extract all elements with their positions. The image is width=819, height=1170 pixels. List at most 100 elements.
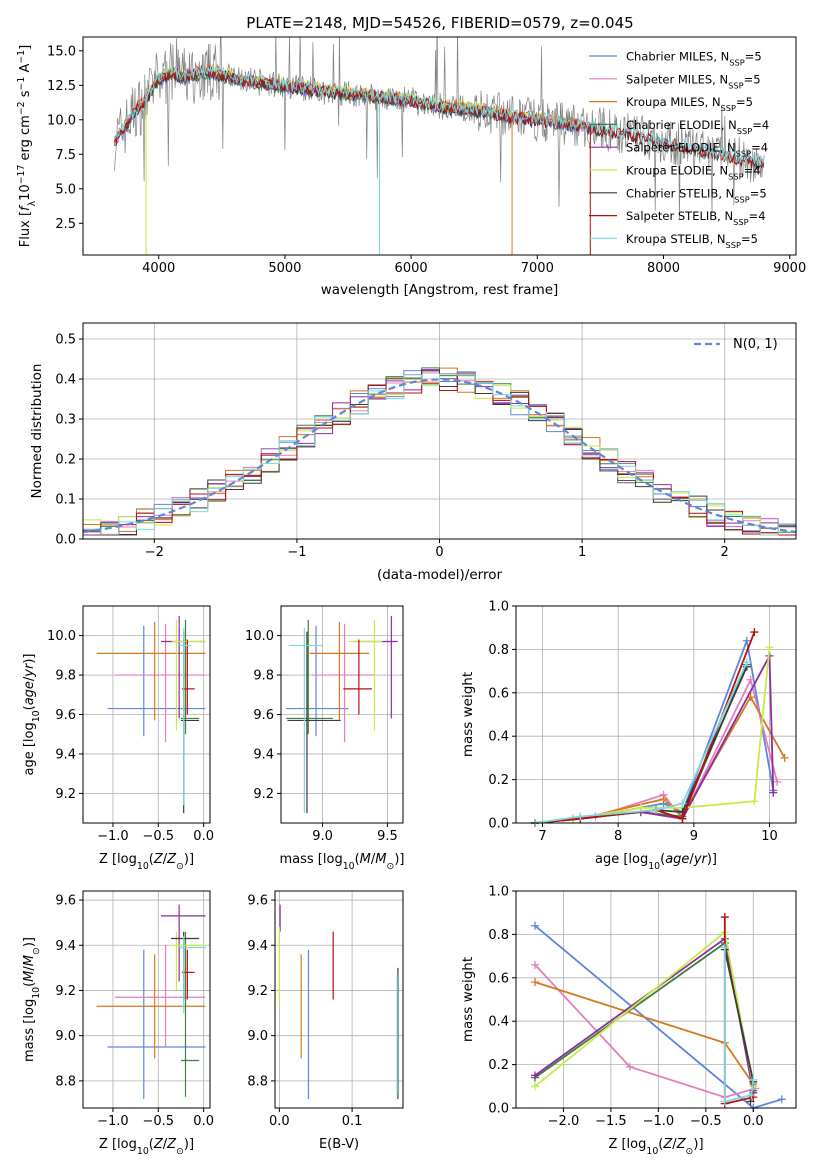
- y-tick-label: 0.6: [488, 686, 509, 701]
- y-tick-label: 8.8: [55, 1074, 76, 1089]
- weight-marker: [773, 777, 782, 786]
- weight-marker: [747, 1090, 756, 1099]
- y-tick-label: 0.8: [488, 643, 509, 658]
- model-spectrum-chabrier-stelib: [114, 67, 765, 170]
- x-tick-label: 5000: [268, 261, 301, 276]
- y-axis-label: Normed distribution: [29, 364, 45, 499]
- residuals-panel: −2 −1 0 1 2 0.0 0.1 0.2 0.3 0.4 0.5 (data-model)/er…: [29, 322, 797, 583]
- y-tick-label: 9.8: [253, 669, 274, 684]
- y-tick-label: 9.6: [253, 708, 274, 723]
- x-axis-label: E(B-V): [319, 1137, 359, 1152]
- legend-entry: N(0, 1): [733, 337, 778, 352]
- x-tick-label: 10: [761, 829, 778, 844]
- weight-marker: [530, 921, 539, 930]
- x-tick-label: −1.0: [643, 1114, 675, 1129]
- weight-marker: [746, 1097, 755, 1106]
- y-tick-label: 0.4: [488, 730, 509, 745]
- legend-entry: Kroupa ELODIE, NSSP=4: [626, 164, 761, 182]
- x-tick-label: −0.5: [143, 1114, 175, 1129]
- weight-vs-age-panel: 7 8 9 10 0.0 0.2 0.4 0.6 0.8 1.0 age [log10(age/yr…: [460, 600, 797, 872]
- x-tick-label: −1: [287, 545, 306, 560]
- y-tick-label: 10.0: [47, 629, 76, 644]
- y-axis-label: mass weight: [460, 672, 476, 757]
- weight-marker: [678, 814, 687, 823]
- x-tick-label: 9.0: [312, 829, 333, 844]
- weight-marker: [652, 805, 660, 814]
- figure-title: PLATE=2148, MJD=54526, FIBERID=0579, z=0…: [246, 14, 633, 32]
- x-tick-label: −2.0: [548, 1114, 580, 1129]
- weight-marker: [750, 628, 759, 637]
- points: [96, 615, 206, 814]
- plot-frame: [515, 605, 797, 824]
- y-tick-label: 9.4: [55, 747, 76, 762]
- age-vs-mass-panel: 9.0 9.5 9.2 9.4 9.6 9.8 10.0 mass [log10(M/M⊙)]: [245, 605, 405, 872]
- y-tick-label: 0.4: [488, 1015, 509, 1030]
- y-tick-label: 15.0: [47, 44, 76, 59]
- weight-marker: [750, 797, 759, 806]
- y-tick-label: 0.0: [488, 817, 509, 832]
- y-tick-label: 0.2: [488, 773, 509, 788]
- x-tick-label: 6000: [395, 261, 428, 276]
- y-tick-label: 9.4: [247, 939, 268, 954]
- weight-marker: [678, 799, 687, 808]
- weight-marker: [769, 788, 778, 797]
- y-tick-label: 9.0: [247, 1029, 268, 1044]
- x-axis-label: (data-model)/error: [377, 567, 503, 583]
- weight-vs-z-panel: −2.0 −1.5 −1.0 −0.5 0.0 0.0 0.2 0.4 0.6 0.8 1.0 Z […: [460, 885, 797, 1157]
- y-tick-label: 0.5: [55, 333, 76, 348]
- y-tick-label: 0.2: [55, 453, 76, 468]
- x-tick-label: 8: [614, 829, 622, 844]
- y-tick-label: 5.0: [55, 182, 76, 197]
- x-tick-label: 4000: [142, 261, 175, 276]
- plot-frame: [82, 36, 797, 256]
- y-tick-label: 7.5: [55, 148, 76, 163]
- weight-line-kroupa-stelib: [723, 947, 755, 1103]
- y-axis-label: mass weight: [460, 957, 476, 1042]
- x-axis-label: Z [log10(Z/Z⊙)]: [608, 1137, 703, 1157]
- y-tick-label: 0.1: [55, 493, 76, 508]
- y-tick-label: 9.0: [55, 1029, 76, 1044]
- histogram-kroupa-stelib: [83, 373, 796, 536]
- legend-entry: Kroupa STELIB, NSSP=5: [626, 232, 758, 250]
- x-tick-label: −0.5: [143, 829, 175, 844]
- spectrum-panel: 4000 5000 6000 7000 8000 9000 2.5 5.0 7.5 10.0 12.…: [16, 36, 806, 298]
- mass-vs-z-panel: −1.0 −0.5 0.0 8.8 9.0 9.2 9.4 9.6 Z [log10(Z/Z⊙)…: [22, 890, 214, 1157]
- points: [278, 904, 399, 1099]
- y-tick-label: 10.0: [47, 113, 76, 128]
- weight-marker: [530, 1082, 539, 1091]
- y-tick-label: 2.5: [55, 217, 76, 232]
- legend-entry: Kroupa MILES, NSSP=5: [626, 95, 753, 113]
- weight-marker: [777, 1095, 786, 1104]
- legend-entry: Chabrier ELODIE, NSSP=4: [626, 118, 769, 136]
- points: [96, 904, 207, 1099]
- y-tick-label: 9.2: [253, 787, 274, 802]
- y-tick-label: 9.6: [247, 894, 268, 909]
- y-tick-label: 9.4: [55, 939, 76, 954]
- gaussian-curve: [82, 378, 797, 534]
- y-tick-label: 1.0: [488, 600, 509, 615]
- points: [286, 615, 398, 814]
- weight-marker: [659, 795, 668, 804]
- y-axis-label: age [log10(age/yr)]: [22, 653, 42, 775]
- weight-marker: [576, 812, 585, 821]
- x-tick-label: −1.0: [97, 1114, 129, 1129]
- plot-frame: [515, 890, 797, 1109]
- spectrum-lines: [114, 37, 765, 255]
- y-tick-label: 9.8: [55, 669, 76, 684]
- weight-marker: [742, 636, 751, 645]
- y-tick-label: 0.3: [55, 413, 76, 428]
- y-tick-label: 9.2: [247, 984, 268, 999]
- x-tick-label: 9: [690, 829, 698, 844]
- weight-lines: [530, 628, 789, 827]
- y-axis-label: Flux [fλ10−17 erg cm−2 s−1 A−1]: [16, 45, 38, 247]
- x-tick-label: −2: [145, 545, 164, 560]
- weight-marker: [530, 1071, 539, 1080]
- y-tick-label: 0.6: [488, 971, 509, 986]
- y-tick-label: 1.0: [488, 885, 509, 900]
- y-axis-label: mass [log10(M/M⊙)]: [22, 937, 42, 1062]
- x-axis-label: Z [log10(Z/Z⊙)]: [99, 852, 194, 872]
- x-axis-label: Z [log10(Z/Z⊙)]: [99, 1137, 194, 1157]
- weight-marker: [780, 753, 789, 762]
